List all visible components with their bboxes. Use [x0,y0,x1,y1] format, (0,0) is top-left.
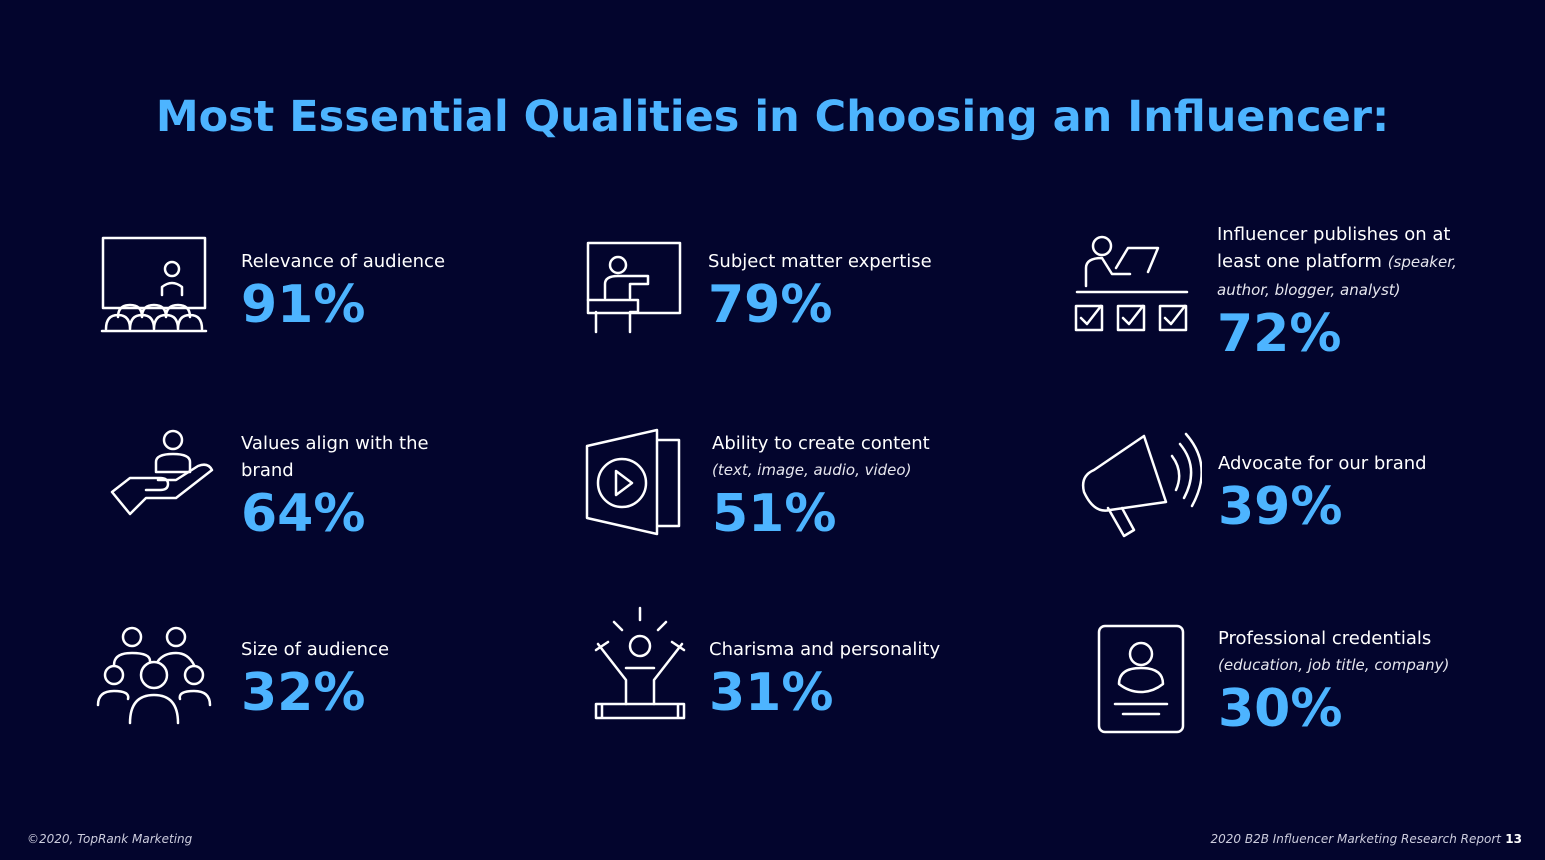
icon-credentials [1097,624,1185,734]
label-note: (text, image, audio, video) [712,461,912,479]
label-text: Subject matter expertise [708,251,932,272]
quality-item: Advocate for our brand 39% [1218,450,1518,537]
quality-label: Professional credentials [1218,625,1518,652]
quality-label: Size of audience [241,636,541,663]
quality-item: Size of audience 32% [241,636,541,723]
label-text: Advocate for our brand [1218,453,1427,474]
icon-audience-board [100,236,208,333]
quality-item: Influencer publishes on at least one pla… [1217,221,1487,364]
icon-video [585,428,681,536]
icon-publisher [1074,235,1189,332]
icon-hand [110,429,214,516]
quality-value: 72% [1217,304,1342,364]
icon-presenter [586,241,682,334]
quality-label: Charisma and personality [709,636,1009,663]
label-text: Professional credentials [1218,628,1432,649]
title: Most Essential Qualities in Choosing an … [155,92,1390,142]
quality-value: 31% [709,663,834,723]
quality-value: 51% [712,484,837,544]
quality-label: Influencer publishes on at least one pla… [1217,221,1487,304]
quality-value: 30% [1218,679,1343,739]
label-note: (speaker, author, blogger, analyst) [1217,253,1457,299]
label-text: Size of audience [241,639,390,660]
quality-item: Subject matter expertise 79% [708,248,1008,335]
label-text: Relevance of audience [241,251,446,272]
quality-label: Ability to create content [712,430,1012,457]
footer-right: 2020 B2B Influencer Marketing Research R… [1210,832,1501,846]
quality-label: Values align with the brand [241,430,431,484]
label-text: Values align with the brand [241,433,429,481]
quality-value: 91% [241,275,366,335]
quality-item: Ability to create content (text, image, a… [712,430,1012,544]
label-text: Ability to create content [712,433,930,454]
label-note: (education, job title, company) [1218,656,1450,674]
quality-value: 64% [241,484,366,544]
quality-value: 79% [708,275,833,335]
page-number: 13 [1505,832,1522,846]
quality-item: Values align with the brand 64% [241,430,431,544]
icon-cheer [594,606,686,720]
quality-label: Subject matter expertise [708,248,1008,275]
quality-value: 39% [1218,477,1343,537]
label-text: Influencer publishes on at least one pla… [1217,224,1451,272]
quality-label: Relevance of audience [241,248,541,275]
label-text: Charisma and personality [709,639,941,660]
icon-megaphone [1081,432,1202,538]
quality-item: Professional credentials (education, job … [1218,625,1518,739]
footer-left: ©2020, TopRank Marketing [27,832,193,846]
quality-label: Advocate for our brand [1218,450,1518,477]
quality-value: 32% [241,663,366,723]
quality-item: Relevance of audience 91% [241,248,541,335]
icon-group [96,626,212,725]
quality-item: Charisma and personality 31% [709,636,1009,723]
